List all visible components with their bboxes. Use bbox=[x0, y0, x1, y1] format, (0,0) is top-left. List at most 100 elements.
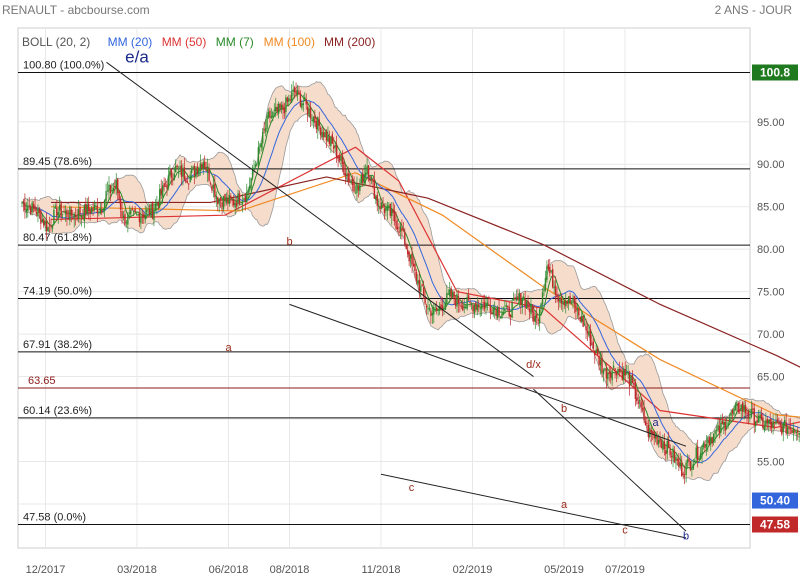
candle-body bbox=[656, 436, 658, 445]
candle-body bbox=[762, 417, 764, 428]
candle-body bbox=[292, 89, 294, 93]
candle-body bbox=[601, 357, 603, 373]
candle-body bbox=[572, 298, 574, 301]
candle-body bbox=[451, 292, 454, 297]
candle-body bbox=[463, 306, 465, 309]
candle-body bbox=[421, 284, 423, 287]
y-tick-label: 80.00 bbox=[757, 244, 785, 256]
candle-body bbox=[360, 175, 362, 184]
candle-body bbox=[573, 295, 576, 305]
candle-body bbox=[308, 108, 310, 117]
candle-body bbox=[270, 115, 273, 118]
candle-body bbox=[47, 226, 49, 232]
candle-body bbox=[199, 163, 202, 171]
candle-body bbox=[98, 211, 100, 213]
legend-entry: MM (20) bbox=[108, 35, 153, 49]
candle-body bbox=[180, 165, 183, 177]
candle-body bbox=[219, 197, 222, 201]
candle-body bbox=[63, 211, 65, 213]
candle-body bbox=[521, 298, 523, 308]
candles-group bbox=[21, 80, 800, 485]
candle-body bbox=[264, 128, 267, 132]
candle-body bbox=[66, 209, 68, 217]
candle-body bbox=[414, 263, 416, 272]
candle-body bbox=[57, 212, 59, 216]
x-tick-label: 05/2019 bbox=[544, 564, 584, 576]
candle-body bbox=[712, 433, 715, 443]
candle-body bbox=[238, 193, 241, 205]
candle-body bbox=[557, 298, 560, 302]
candle-body bbox=[524, 299, 526, 308]
candle-body bbox=[549, 266, 551, 274]
candle-body bbox=[124, 214, 126, 225]
candle-body bbox=[160, 188, 162, 195]
high-price-badge: 100.8 bbox=[760, 66, 790, 80]
ma7-line bbox=[21, 92, 800, 470]
candle-body bbox=[698, 458, 700, 460]
candle-body bbox=[193, 166, 196, 176]
candle-body bbox=[153, 210, 155, 220]
candle-body bbox=[251, 167, 254, 178]
candle-body bbox=[443, 308, 445, 310]
candle-body bbox=[753, 408, 755, 426]
candle-body bbox=[657, 439, 660, 444]
candle-body bbox=[437, 309, 439, 311]
candle-body bbox=[341, 155, 344, 165]
candle-body bbox=[351, 178, 354, 186]
candle-body bbox=[643, 406, 645, 421]
candle-body bbox=[243, 198, 245, 200]
candle-body bbox=[669, 448, 671, 456]
candle-body bbox=[770, 421, 773, 429]
candle-body bbox=[457, 296, 460, 304]
candle-body bbox=[570, 303, 573, 305]
candle-body bbox=[93, 204, 96, 209]
candle-body bbox=[418, 279, 420, 292]
candle-body bbox=[618, 369, 621, 372]
candle-body bbox=[73, 214, 75, 219]
candle-body bbox=[147, 208, 149, 210]
x-tick-label: 12/2017 bbox=[26, 564, 66, 576]
candle-body bbox=[237, 193, 239, 205]
candle-body bbox=[69, 206, 71, 221]
candle-body bbox=[646, 422, 648, 424]
candle-body bbox=[353, 183, 355, 192]
candle-body bbox=[407, 250, 409, 255]
candle-body bbox=[659, 437, 661, 443]
candle-body bbox=[678, 458, 680, 467]
candle-body bbox=[425, 305, 428, 308]
candle-body bbox=[401, 228, 403, 231]
candle-body bbox=[170, 168, 173, 178]
candle-body bbox=[331, 134, 333, 144]
candle-body bbox=[711, 437, 713, 444]
candle-body bbox=[306, 106, 309, 115]
candle-body bbox=[720, 422, 722, 433]
candle-body bbox=[156, 203, 158, 206]
candle-body bbox=[480, 304, 483, 309]
candle-body bbox=[595, 349, 597, 354]
candle-body bbox=[447, 293, 449, 295]
candle-body bbox=[95, 206, 97, 208]
candle-body bbox=[144, 214, 146, 220]
candle-body bbox=[563, 301, 565, 306]
candle-body bbox=[260, 143, 262, 148]
candle-body bbox=[679, 462, 681, 467]
candle-body bbox=[630, 376, 632, 386]
candle-body bbox=[378, 206, 380, 208]
candle-body bbox=[283, 107, 286, 114]
candle-body bbox=[77, 209, 80, 219]
candle-body bbox=[337, 156, 339, 159]
x-tick-label: 06/2018 bbox=[209, 564, 249, 576]
candle-body bbox=[625, 372, 628, 374]
y-tick-label: 70.00 bbox=[757, 329, 785, 341]
candle-body bbox=[246, 192, 248, 203]
candle-body bbox=[60, 203, 62, 217]
x-tick-label: 08/2018 bbox=[270, 564, 310, 576]
candle-body bbox=[21, 202, 23, 204]
candle-body bbox=[273, 109, 275, 111]
candle-body bbox=[611, 370, 613, 381]
candle-body bbox=[225, 197, 228, 203]
candle-body bbox=[485, 303, 487, 308]
candle-body bbox=[733, 408, 735, 415]
candle-body bbox=[41, 219, 43, 223]
candle-body bbox=[731, 410, 734, 414]
